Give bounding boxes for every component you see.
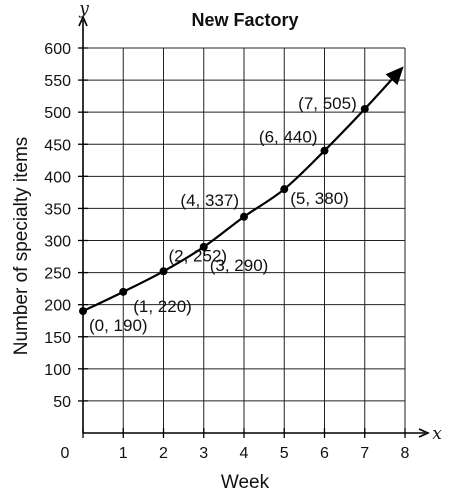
x-tick-label: 6 <box>320 445 329 462</box>
x-tick-label: 0 <box>61 445 70 462</box>
x-tick-label: 3 <box>199 445 208 462</box>
y-tick-label: 50 <box>53 394 71 411</box>
data-point <box>119 287 128 296</box>
data-point <box>280 185 289 194</box>
y-tick-label: 550 <box>44 73 71 90</box>
y-tick-label: 600 <box>44 41 71 58</box>
data-label: (3, 290) <box>210 256 269 275</box>
x-tick-label: 4 <box>240 445 249 462</box>
y-tick-label: 100 <box>44 362 71 379</box>
data-label: (6, 440) <box>259 128 318 147</box>
data-point <box>159 267 168 276</box>
x-variable-label: x <box>432 424 442 444</box>
data-point <box>240 212 248 221</box>
y-tick-label: 400 <box>44 169 71 186</box>
series <box>79 66 404 316</box>
data-label: (7, 505) <box>298 94 357 113</box>
data-label: (0, 190) <box>89 316 148 335</box>
x-axis-label: Week <box>221 472 270 493</box>
x-tick-label: 2 <box>159 445 168 462</box>
data-label: (5, 380) <box>290 189 349 208</box>
y-tick-label: 350 <box>44 201 71 218</box>
y-tick-label: 450 <box>44 137 71 154</box>
x-tick-label: 1 <box>119 445 128 462</box>
x-tick-label: 7 <box>360 445 369 462</box>
y-tick-label: 250 <box>44 266 71 283</box>
y-variable-label: y <box>78 0 89 19</box>
point-labels: (0, 190)(1, 220) (2, 252)(3, 290) (4, 337)… <box>89 94 357 335</box>
data-point <box>360 104 369 113</box>
data-label: (2, 252) <box>169 246 228 265</box>
tick-labels: 0 1 2 3 4 5 6 7 8 50 100 150 200 250 300 350 400 450 500 55… <box>44 41 409 462</box>
y-tick-label: 500 <box>44 105 71 122</box>
grid <box>83 47 406 433</box>
data-point <box>320 146 329 155</box>
y-tick-label: 150 <box>44 330 71 347</box>
data-point <box>79 307 87 316</box>
curve-arrow-icon <box>385 66 404 86</box>
data-label: (4, 337) <box>180 191 239 210</box>
y-axis-label: Number of specialty items <box>11 137 32 356</box>
x-tick-label: 5 <box>280 445 289 462</box>
chart-title: New Factory <box>191 10 298 30</box>
y-tick-label: 200 <box>44 298 71 315</box>
axes <box>78 15 430 438</box>
x-tick-label: 8 <box>401 445 410 462</box>
y-tick-label: 300 <box>44 234 71 251</box>
data-point <box>199 242 208 251</box>
x-axis-arrow-icon <box>418 428 430 438</box>
data-label: (1, 220) <box>133 297 192 316</box>
y-axis-arrow-icon <box>78 15 88 27</box>
